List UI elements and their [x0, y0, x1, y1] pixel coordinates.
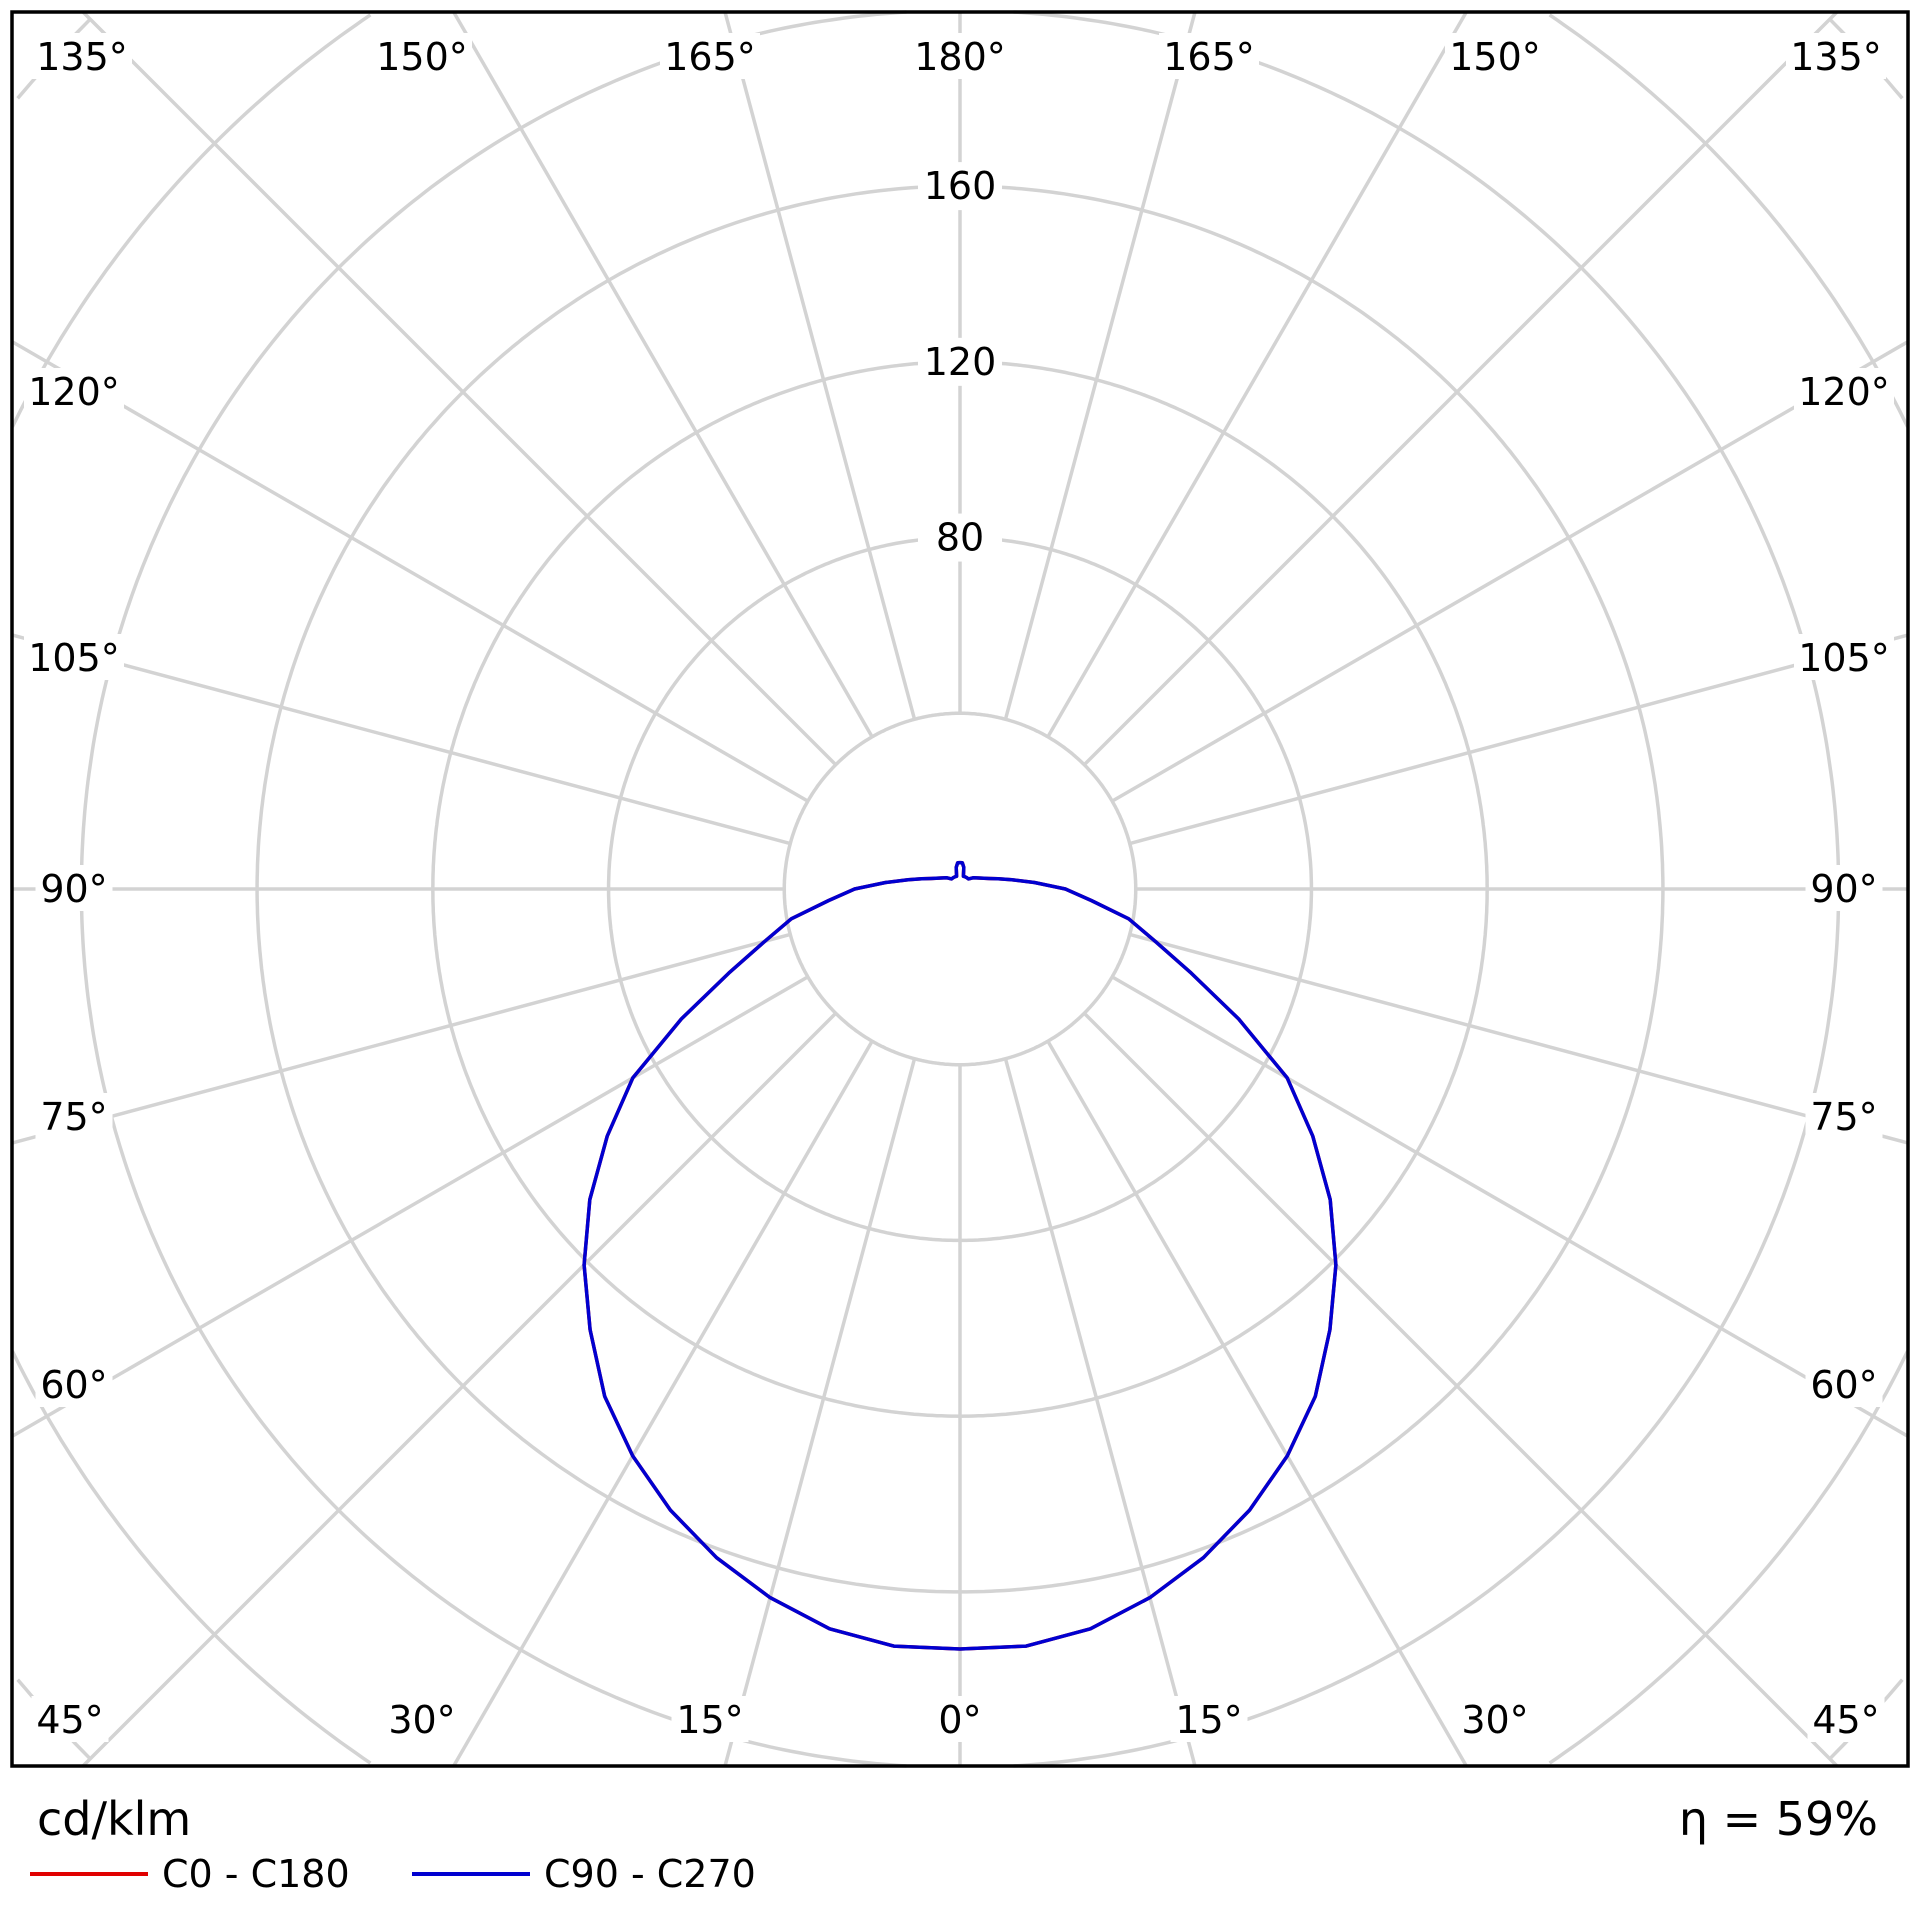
radial-tick-label: 160: [924, 164, 997, 208]
angle-label-bottom: 30°: [1461, 1698, 1528, 1742]
angle-label-bg: [671, 1696, 749, 1742]
grid-spoke: [1111, 340, 1909, 803]
legend-label: C0 - C180: [162, 1852, 350, 1896]
radial-label-bg: [918, 513, 1002, 562]
radial-tick-label: 80: [936, 516, 984, 560]
grid-spoke: [452, 1040, 874, 1767]
legend-swatch-blue: [412, 1872, 530, 1876]
angle-label-right: 60°: [1810, 1363, 1877, 1407]
angle-label-bg: [1807, 1696, 1885, 1742]
angle-label-right: 90°: [1810, 867, 1877, 911]
grid-spoke: [11, 932, 791, 1145]
grid-spoke: [1129, 633, 1909, 846]
angle-label-bg: [1445, 33, 1545, 79]
grid-ring: [10, 13, 1910, 1765]
angle-label-bottom: 15°: [1175, 1698, 1242, 1742]
angle-label-bottom: 30°: [388, 1698, 455, 1742]
angle-label-top: 180°: [914, 35, 1006, 79]
angle-label-left: 90°: [40, 867, 107, 911]
angle-label-bg: [24, 368, 124, 414]
grid-ring: [782, 711, 1138, 1067]
grid-spoke: [1003, 1058, 1197, 1767]
grid-spoke: [1111, 975, 1909, 1438]
angle-label-right: 105°: [1798, 636, 1890, 680]
angle-label-top: 135°: [1790, 35, 1882, 79]
angle-label-left: 60°: [40, 1363, 107, 1407]
grid-spoke: [81, 10, 837, 766]
angle-label-bottom: 45°: [1812, 1698, 1879, 1742]
angle-label-bg: [35, 1361, 113, 1407]
angle-label-bg: [1456, 1696, 1534, 1742]
angle-label-bg: [660, 33, 760, 79]
angle-label-bottom: 45°: [36, 1698, 103, 1742]
grid-spoke: [1003, 11, 1197, 720]
grid-spoke: [1046, 1040, 1468, 1767]
angle-label-top: 135°: [36, 35, 128, 79]
radial-label-bg: [918, 337, 1002, 386]
angle-label-top: 165°: [664, 35, 756, 79]
angle-label-right: 120°: [1798, 370, 1890, 414]
grid-spoke: [11, 340, 809, 803]
unit-label: cd/klm: [37, 1792, 192, 1846]
angle-label-bg: [933, 1696, 987, 1742]
angle-label-bg: [383, 1696, 461, 1742]
angle-label-bg: [910, 33, 1010, 79]
angle-label-bg: [32, 33, 132, 79]
angle-label-bottom: 15°: [676, 1698, 743, 1742]
radial-tick-label: 120: [924, 340, 997, 384]
angle-label-top: 165°: [1163, 35, 1255, 79]
angle-label-bg: [372, 33, 472, 79]
grid-spoke: [11, 633, 791, 846]
grid-spoke: [1129, 932, 1909, 1145]
angle-label-bottom: 0°: [938, 1698, 981, 1742]
angle-label-bg: [1170, 1696, 1248, 1742]
grid-spoke: [452, 11, 874, 738]
legend-label: C90 - C270: [544, 1852, 756, 1896]
legend-swatch-red: [30, 1872, 148, 1876]
radial-label-bg: [918, 162, 1002, 211]
legend-item-c0-c180: C0 - C180: [30, 1852, 350, 1896]
legend-item-c90-c270: C90 - C270: [412, 1852, 756, 1896]
angle-label-bg: [24, 634, 124, 680]
grid-spoke: [723, 1058, 917, 1767]
angle-label-top: 150°: [1449, 35, 1541, 79]
plot-area: 80 120 160 135° 150° 165° 180° 165° 150° 135° 45° 3…: [10, 10, 1910, 1768]
angle-label-bg: [35, 1093, 113, 1139]
angle-label-bg: [1786, 33, 1886, 79]
angle-label-left: 105°: [28, 636, 120, 680]
angle-label-bg: [31, 1696, 109, 1742]
efficiency-label: η = 59%: [1678, 1792, 1878, 1846]
plot-frame: [10, 10, 1910, 1768]
angle-label-right: 75°: [1810, 1095, 1877, 1139]
grid-spoke: [11, 975, 809, 1438]
grid-spoke: [1083, 10, 1839, 766]
angle-label-left: 120°: [28, 370, 120, 414]
angle-label-bg: [1805, 1361, 1883, 1407]
angle-label-bg: [1805, 1093, 1883, 1139]
grid-spoke: [1083, 1012, 1839, 1768]
angle-label-bg: [1805, 865, 1883, 911]
angle-label-bg: [1159, 33, 1259, 79]
grid-spoke: [1046, 11, 1468, 738]
angle-label-left: 75°: [40, 1095, 107, 1139]
angle-label-bg: [1794, 634, 1894, 680]
angle-label-top: 150°: [376, 35, 468, 79]
angle-label-bg: [1794, 368, 1894, 414]
angle-label-bg: [35, 865, 113, 911]
grid-spoke: [81, 1012, 837, 1768]
series-line-1: [582, 860, 1338, 1651]
grid-spoke: [723, 11, 917, 720]
